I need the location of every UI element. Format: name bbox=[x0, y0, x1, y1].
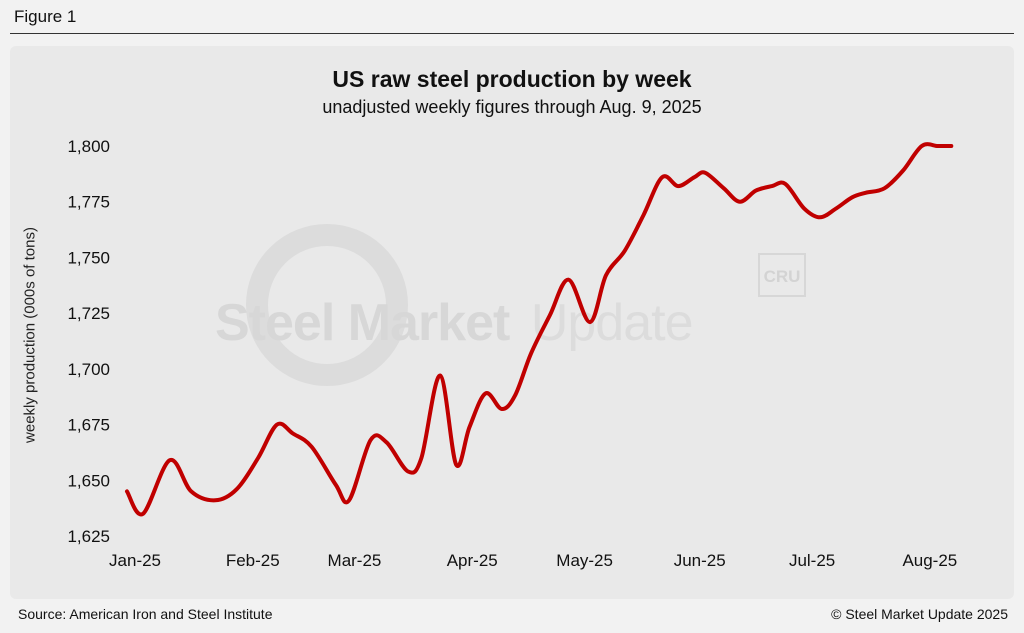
y-axis-label: weekly production (000s of tons) bbox=[21, 227, 39, 443]
x-tick-label: May-25 bbox=[556, 551, 613, 570]
chart-title: US raw steel production by week bbox=[332, 66, 692, 92]
top-divider bbox=[10, 33, 1014, 34]
watermark-brand-light: Update bbox=[531, 294, 693, 352]
figure-label: Figure 1 bbox=[14, 7, 77, 26]
series-line-us-raw-steel-production bbox=[125, 142, 954, 517]
x-tick-label: Mar-25 bbox=[328, 551, 382, 570]
watermark-brand: Steel Market Update bbox=[215, 294, 693, 352]
watermark-brand-bold: Steel Market bbox=[215, 294, 510, 352]
x-tick-label: Jun-25 bbox=[674, 551, 726, 570]
x-tick-label: Feb-25 bbox=[226, 551, 280, 570]
y-tick-label: 1,625 bbox=[67, 527, 110, 546]
y-tick-label: 1,800 bbox=[67, 137, 110, 156]
watermark: Steel Market Update CRU bbox=[215, 224, 806, 386]
y-tick-label: 1,775 bbox=[67, 193, 110, 212]
chart-panel bbox=[10, 46, 1014, 599]
y-axis: 1,625 1,650 1,675 1,700 1,725 1,750 1,775 1,800 bbox=[67, 137, 110, 546]
chart-subtitle: unadjusted weekly figures through Aug. 9… bbox=[322, 97, 702, 117]
x-tick-label: Apr-25 bbox=[447, 551, 498, 570]
y-tick-label: 1,725 bbox=[67, 304, 110, 323]
y-tick-label: 1,650 bbox=[67, 471, 110, 490]
watermark-swoosh bbox=[246, 224, 408, 386]
copyright-note: © Steel Market Update 2025 bbox=[831, 606, 1008, 622]
y-tick-label: 1,700 bbox=[67, 360, 110, 379]
x-axis: Jan-25 Feb-25 Mar-25 Apr-25 May-25 Jun-25 Jul-… bbox=[109, 551, 957, 570]
y-tick-label: 1,750 bbox=[67, 248, 110, 267]
x-tick-label: Jul-25 bbox=[789, 551, 835, 570]
y-tick-label: 1,675 bbox=[67, 416, 110, 435]
watermark-cru-logo-box bbox=[758, 253, 806, 297]
x-tick-label: Jan-25 bbox=[109, 551, 161, 570]
source-note: Source: American Iron and Steel Institut… bbox=[18, 606, 273, 622]
x-tick-label: Aug-25 bbox=[902, 551, 957, 570]
watermark-cru-logo: CRU bbox=[764, 267, 801, 286]
